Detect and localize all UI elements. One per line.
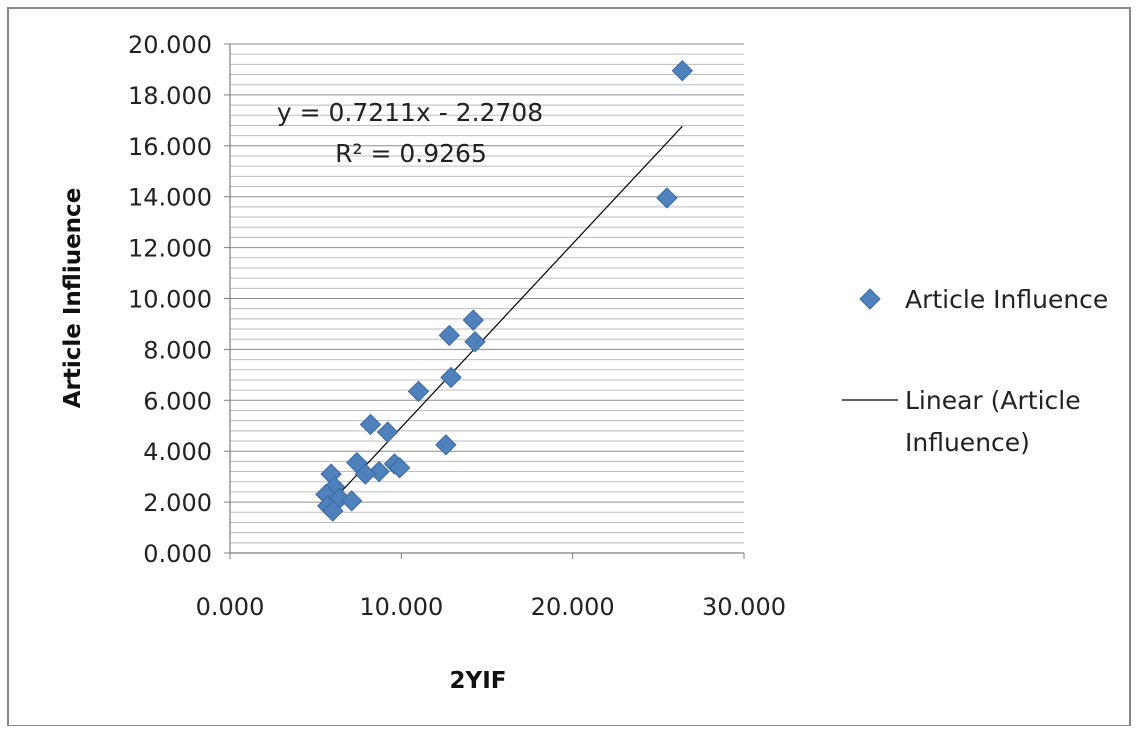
y-tick-label: 18.000 bbox=[128, 82, 212, 110]
data-point bbox=[407, 380, 430, 403]
legend-label-linear-line1: Linear (Article bbox=[905, 386, 1081, 415]
y-tick-label: 2.000 bbox=[143, 489, 212, 517]
y-tick-label: 16.000 bbox=[128, 133, 212, 161]
y-tick-label: 6.000 bbox=[143, 387, 212, 415]
legend: Article Influence Linear (Article Influe… bbox=[842, 285, 1108, 457]
data-point bbox=[656, 187, 678, 209]
outer-border bbox=[7, 7, 1131, 727]
y-tick-label: 10.000 bbox=[128, 286, 212, 314]
x-tick-label: 0.000 bbox=[196, 593, 265, 621]
legend-diamond-marker bbox=[859, 288, 881, 310]
x-tick-label: 30.000 bbox=[702, 593, 786, 621]
data-point bbox=[354, 463, 377, 485]
y-tick-label: 0.000 bbox=[143, 540, 212, 568]
axes: 0.000 2.000 4.000 6.000 8.000 10.000 12.000 14.… bbox=[128, 31, 786, 621]
r-squared-label: R² = 0.9265 bbox=[335, 139, 487, 168]
data-point bbox=[671, 60, 694, 82]
data-point bbox=[440, 366, 462, 389]
data-point bbox=[464, 331, 486, 353]
trendline-equation: y = 0.7211x - 2.2708 bbox=[277, 98, 543, 127]
data-point bbox=[462, 309, 485, 331]
y-tick-label: 4.000 bbox=[143, 438, 212, 466]
linear-trendline bbox=[325, 125, 683, 509]
x-tick-label: 20.000 bbox=[531, 593, 615, 621]
legend-label-article-influence: Article Influence bbox=[905, 285, 1108, 314]
y-tick-label: 12.000 bbox=[128, 235, 212, 263]
y-tick-label: 8.000 bbox=[143, 336, 212, 364]
data-point bbox=[388, 457, 411, 479]
data-points bbox=[315, 60, 694, 522]
legend-label-linear-line2: Influence) bbox=[905, 428, 1030, 457]
data-point bbox=[359, 413, 382, 436]
data-point bbox=[438, 324, 461, 347]
y-tick-label: 20.000 bbox=[128, 31, 212, 59]
data-point bbox=[435, 434, 457, 456]
y-tick-label: 14.000 bbox=[128, 184, 212, 212]
data-point bbox=[376, 421, 399, 443]
trendline-layer bbox=[325, 125, 683, 509]
data-point bbox=[368, 460, 390, 483]
y-axis-title: Article Infliuence bbox=[60, 188, 86, 409]
data-point bbox=[340, 490, 363, 512]
data-point bbox=[322, 500, 344, 522]
x-axis-title: 2YIF bbox=[450, 668, 507, 694]
x-tick-label: 10.000 bbox=[359, 593, 443, 621]
